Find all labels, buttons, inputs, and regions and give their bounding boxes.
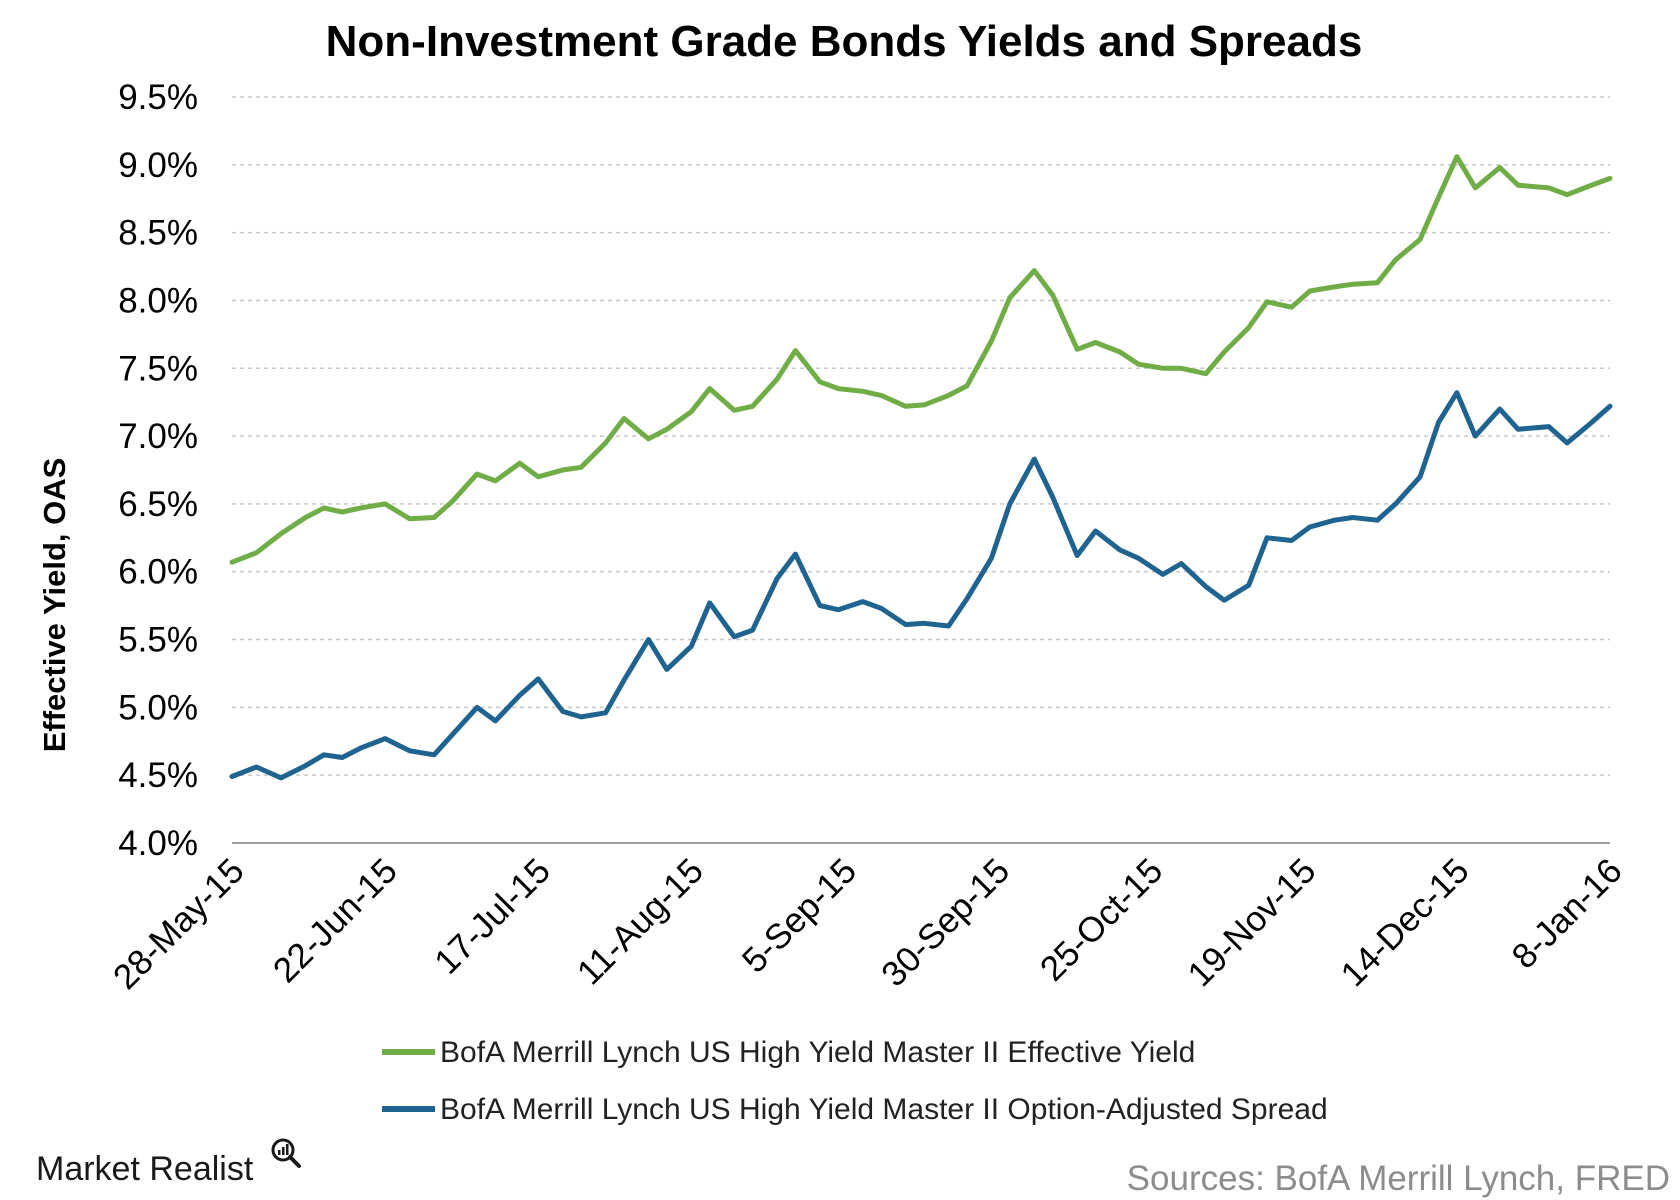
x-tick-label: 5-Sep-15 (735, 851, 864, 980)
plot-area (229, 154, 1613, 781)
y-tick-label: 4.5% (118, 756, 198, 795)
x-tick-label: 25-Oct-15 (1033, 851, 1171, 989)
x-axis-ticks: 28-May-15 22-Jun-15 17-Jul-15 11-Aug-15 5-Se… (106, 851, 1630, 997)
y-tick-label: 6.5% (118, 485, 198, 524)
y-tick-label: 7.0% (118, 417, 198, 456)
y-tick-label: 9.5% (118, 78, 198, 117)
logo-text: Market Realist (36, 1150, 254, 1188)
magnifier-icon (271, 1138, 301, 1168)
x-tick-label: 28-May-15 (106, 851, 252, 997)
gridlines (232, 96, 1610, 844)
y-axis-ticks: 4.0% 4.5% 5.0% 5.5% 6.0% 6.5% 7.0% 7.5% 8.0% 8.5%… (118, 78, 198, 863)
y-tick-label: 9.0% (118, 146, 198, 185)
y-tick-label: 8.0% (118, 281, 198, 320)
y-axis-label: Effective Yield, OAS (37, 458, 72, 753)
x-tick-label: 22-Jun-15 (266, 851, 405, 990)
y-tick-label: 6.0% (118, 553, 198, 592)
legend: BofA Merrill Lynch US High Yield Master … (382, 1036, 1328, 1126)
source-note: Sources: BofA Merrill Lynch, FRED (1127, 1159, 1670, 1198)
x-tick-label: 8-Jan-16 (1504, 851, 1629, 976)
x-tick-label: 11-Aug-15 (570, 851, 711, 992)
market-realist-logo: Market Realist (36, 1138, 301, 1188)
y-tick-label: 8.5% (118, 214, 198, 253)
legend-label-option-adjusted-spread: BofA Merrill Lynch US High Yield Master … (440, 1093, 1328, 1126)
x-tick-label: 14-Dec-15 (1333, 851, 1476, 994)
x-tick-label: 30-Sep-15 (874, 851, 1017, 994)
chart-title: Non-Investment Grade Bonds Yields and Sp… (326, 17, 1363, 66)
y-tick-label: 5.5% (118, 621, 198, 660)
legend-label-effective-yield: BofA Merrill Lynch US High Yield Master … (440, 1036, 1195, 1069)
option-adjusted-spread-line (229, 390, 1613, 781)
x-tick-label: 19-Nov-15 (1180, 851, 1323, 994)
effective-yield-line (229, 154, 1613, 565)
y-tick-label: 4.0% (118, 824, 198, 863)
y-tick-label: 7.5% (118, 349, 198, 388)
x-tick-label: 17-Jul-15 (427, 851, 558, 982)
y-tick-label: 5.0% (118, 688, 198, 727)
